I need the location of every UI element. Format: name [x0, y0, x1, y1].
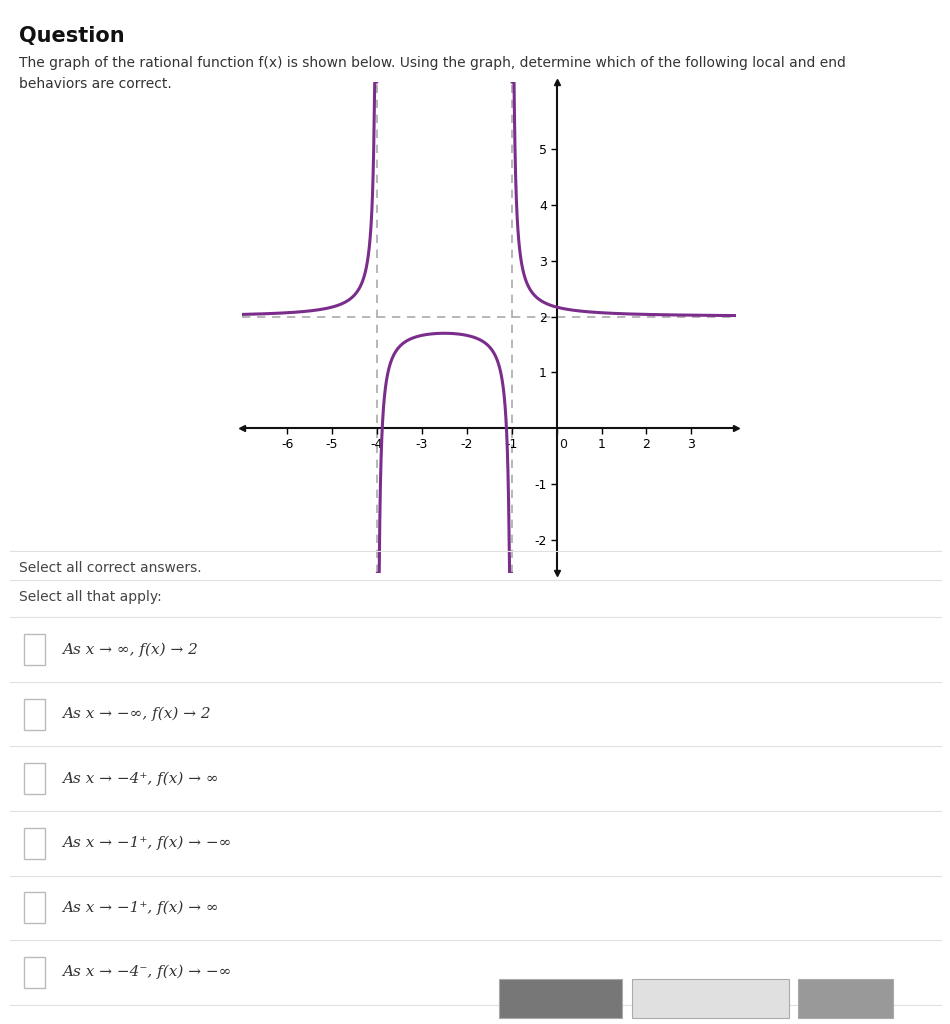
Text: As x → −∞, f(x) → 2: As x → −∞, f(x) → 2 [62, 707, 210, 722]
Text: Select all correct answers.: Select all correct answers. [19, 561, 201, 575]
Text: As x → −4⁺, f(x) → ∞: As x → −4⁺, f(x) → ∞ [62, 771, 218, 786]
Text: As x → ∞, f(x) → 2: As x → ∞, f(x) → 2 [62, 642, 198, 657]
Text: SUBMIT: SUBMIT [815, 991, 876, 1006]
Text: MORE INSTRUCTION: MORE INSTRUCTION [632, 991, 788, 1006]
Text: 0: 0 [560, 438, 567, 452]
Text: The graph of the rational function f(x) is shown below. Using the graph, determi: The graph of the rational function f(x) … [19, 56, 846, 71]
Text: behaviors are correct.: behaviors are correct. [19, 77, 172, 91]
Text: Question: Question [19, 26, 124, 46]
Text: ■ FEEDBACK: ■ FEEDBACK [510, 991, 611, 1006]
Text: As x → −1⁺, f(x) → ∞: As x → −1⁺, f(x) → ∞ [62, 900, 218, 915]
Text: As x → −1⁺, f(x) → −∞: As x → −1⁺, f(x) → −∞ [62, 836, 231, 851]
Text: Select all that apply:: Select all that apply: [19, 590, 162, 604]
Text: As x → −4⁻, f(x) → −∞: As x → −4⁻, f(x) → −∞ [62, 965, 231, 980]
